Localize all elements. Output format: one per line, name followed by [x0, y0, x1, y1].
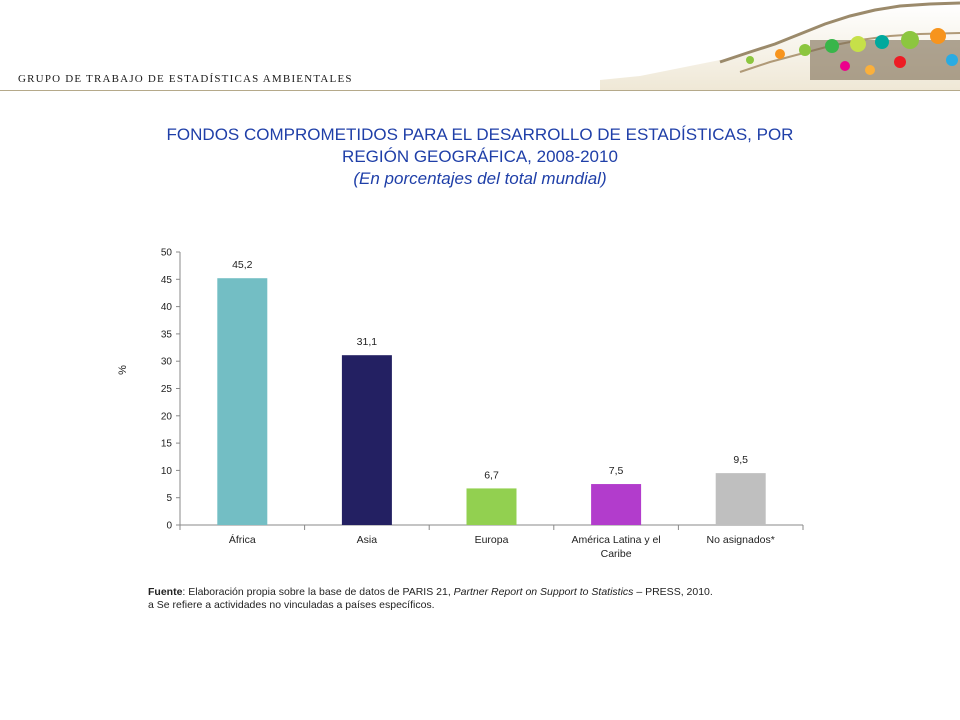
- y-tick-label: 10: [161, 466, 173, 477]
- data-label: 31,1: [357, 336, 378, 348]
- source-text-part-2: – PRESS, 2010.: [633, 586, 713, 598]
- y-tick-label: 35: [161, 329, 173, 340]
- x-tick-label: Asia: [357, 534, 378, 546]
- header-divider: [0, 90, 960, 91]
- y-tick-label: 25: [161, 384, 173, 395]
- chart-title-line-1: FONDOS COMPROMETIDOS PARA EL DESARROLLO …: [166, 125, 794, 144]
- y-tick-label: 0: [166, 521, 172, 532]
- x-tick-label: África: [229, 533, 256, 546]
- bar: [217, 278, 268, 525]
- y-tick-label: 15: [161, 439, 173, 450]
- bar: [715, 473, 766, 525]
- x-tick-label: América Latina y el Caribe: [571, 534, 660, 560]
- source-label: Fuente: [148, 586, 183, 598]
- bar: [591, 484, 642, 525]
- header-decoration-image: [600, 0, 960, 90]
- y-tick-label: 40: [161, 302, 173, 313]
- source-text: Fuente: Elaboración propia sobre la base…: [148, 586, 748, 599]
- y-tick-label: 30: [161, 357, 173, 368]
- y-tick-label: 50: [161, 248, 173, 259]
- bar: [466, 488, 517, 525]
- data-label: 9,5: [733, 454, 748, 466]
- chart-subtitle: (En porcentajes del total mundial): [353, 169, 607, 188]
- source-title-italic: Partner Report on Support to Statistics: [453, 586, 634, 598]
- x-tick-label: No asignados*: [707, 534, 775, 546]
- y-tick-label: 45: [161, 275, 173, 286]
- chart-title: FONDOS COMPROMETIDOS PARA EL DESARROLLO …: [120, 124, 840, 190]
- data-label: 45,2: [232, 259, 253, 271]
- source-note: Fuente: Elaboración propia sobre la base…: [148, 586, 748, 612]
- y-tick-label: 20: [161, 411, 173, 422]
- footnote: a Se refiere a actividades no vinculadas…: [148, 599, 435, 611]
- y-axis-label: %: [117, 365, 129, 375]
- y-tick-label: 5: [166, 493, 172, 504]
- chart-title-line-2: REGIÓN GEOGRÁFICA, 2008-2010: [342, 147, 618, 166]
- x-tick-label: Europa: [475, 534, 509, 546]
- source-text-part-1: : Elaboración propia sobre la base de da…: [182, 586, 454, 598]
- data-label: 7,5: [609, 465, 624, 477]
- header-title: GRUPO DE TRABAJO DE ESTADÍSTICAS AMBIENT…: [18, 73, 353, 85]
- bar: [341, 355, 392, 525]
- data-label: 6,7: [484, 469, 499, 481]
